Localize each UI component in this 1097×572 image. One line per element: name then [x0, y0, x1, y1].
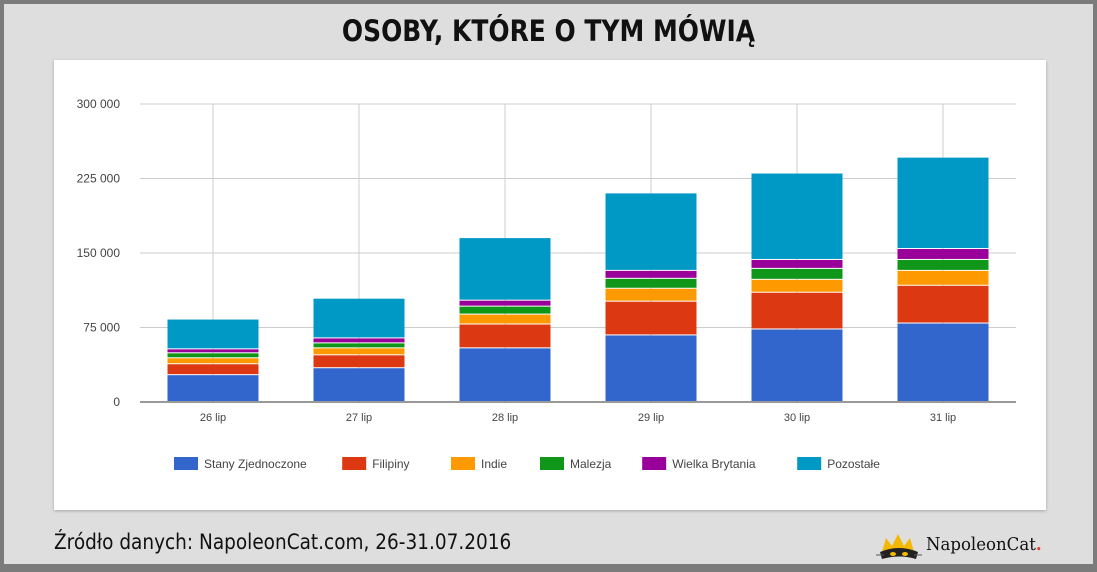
bar-segment [751, 279, 843, 292]
chart-title: OSOBY, KTÓRE O TYM MÓWIĄ [341, 14, 756, 48]
logo-wordmark: NapoleonCat [926, 534, 1036, 555]
bar-segment [897, 249, 989, 259]
legend-swatch [797, 457, 822, 470]
bar-segment [459, 238, 551, 300]
y-tick-label: 150 000 [77, 246, 121, 260]
bar-segment [313, 343, 405, 348]
bar-segment [313, 348, 405, 355]
bar-segment [459, 348, 551, 401]
logo-dot: . [1035, 534, 1042, 555]
bar-segment [459, 306, 551, 314]
bar-segment [605, 193, 697, 270]
bar-segment [605, 335, 697, 401]
bar-segment [313, 355, 405, 368]
data-source-note: Źródło danych: NapoleonCat.com, 26-31.07… [54, 530, 512, 554]
bar-segment [605, 288, 697, 301]
x-tick-label: 26 lip [200, 412, 226, 424]
bar-segment [167, 353, 259, 358]
y-tick-label: 0 [113, 395, 120, 409]
legend-label: Filipiny [372, 457, 409, 471]
x-tick-label: 30 lip [784, 412, 810, 424]
bar-segment [313, 368, 405, 401]
x-tick-label: 27 lip [346, 412, 372, 424]
bar-segment [751, 173, 843, 259]
stacked-bar-chart: 0 75 000 150 000 225 000 300 000 26 lip 27 lip… [77, 97, 1016, 471]
y-tick-label: 300 000 [77, 97, 121, 111]
infographic-frame: OSOBY, KTÓRE O TYM MÓWIĄ 0 75 000 150 000 2… [4, 4, 1093, 564]
bar-segment [167, 375, 259, 401]
legend-label: Malezja [570, 457, 612, 471]
legend-label: Wielka Brytania [672, 457, 756, 471]
bar-segment [167, 364, 259, 375]
x-tick-label: 29 lip [638, 412, 664, 424]
bar-segment [313, 298, 405, 338]
x-tick-label: 28 lip [492, 412, 518, 424]
bar-segment [751, 329, 843, 401]
bar-segment [167, 319, 259, 349]
bar-segment [459, 324, 551, 348]
bar-segment [751, 292, 843, 329]
bar-segment [167, 358, 259, 364]
bar-segment [751, 268, 843, 279]
legend-label: Pozostałe [827, 457, 880, 471]
y-tick-label: 75 000 [83, 321, 120, 335]
bar-segment [605, 301, 697, 335]
legend-swatch [451, 457, 475, 470]
chart-card: 0 75 000 150 000 225 000 300 000 26 lip 27 lip… [54, 60, 1046, 510]
bar-segment [897, 157, 989, 249]
bar-segment [897, 285, 989, 323]
bar-segment [751, 259, 843, 268]
bar-segment [605, 278, 697, 288]
legend-swatch [174, 457, 198, 470]
cat-logo-icon [876, 534, 922, 559]
legend-swatch [540, 457, 564, 470]
x-tick-label: 31 lip [930, 412, 956, 424]
bar-segment [313, 338, 405, 343]
bar-segment [459, 314, 551, 324]
bar-segment [897, 259, 989, 270]
legend-swatch [342, 457, 367, 470]
bar-segment [605, 270, 697, 278]
napoleoncat-logo: NapoleonCat. [876, 528, 1046, 562]
legend-swatch [642, 457, 667, 470]
bar-segment [167, 349, 259, 353]
bar-segment [897, 270, 989, 285]
legend-label: Indie [481, 457, 507, 471]
y-tick-label: 225 000 [77, 172, 121, 186]
legend-label: Stany Zjednoczone [204, 457, 307, 471]
bar-segment [897, 323, 989, 401]
bar-segment [459, 300, 551, 306]
